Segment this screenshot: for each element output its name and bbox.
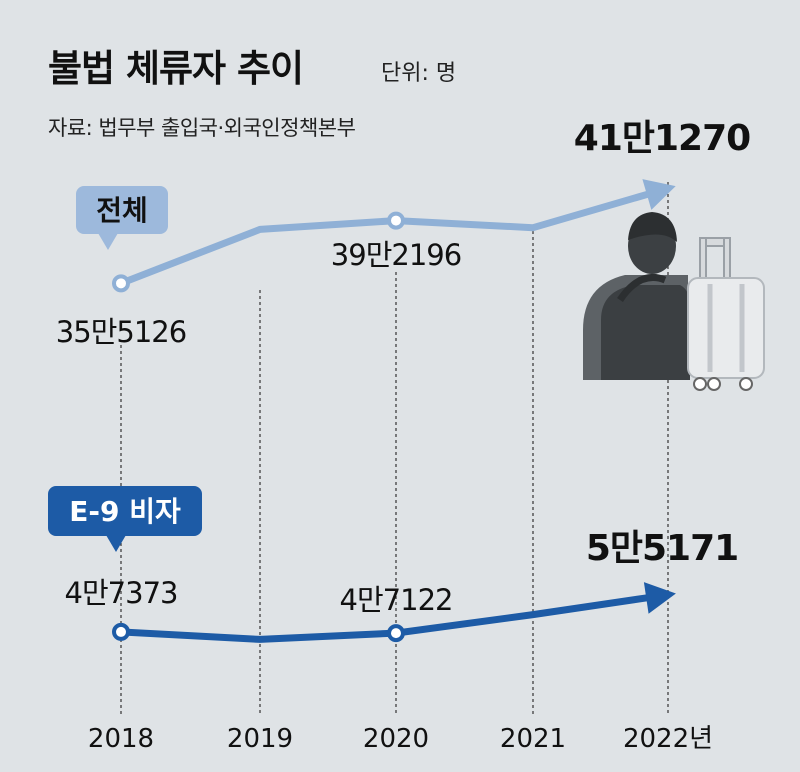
data-label: 4만7122 (340, 583, 453, 617)
x-tick-label: 2021 (500, 724, 566, 754)
data-point (112, 622, 130, 641)
data-label: 41만1270 (574, 118, 750, 159)
page-title: 불법 체류자 추이 (48, 47, 304, 90)
legend-label: E-9 비자 (69, 495, 181, 528)
legend-badge-pointer (106, 535, 126, 552)
x-tick-label: 2022년 (623, 724, 713, 754)
x-tick-label: 2018 (88, 724, 154, 754)
data-point (112, 274, 130, 293)
source-note: 자료: 법무부 출입국·외국인정책본부 (48, 116, 356, 140)
data-point (387, 624, 405, 643)
data-label: 5만5171 (586, 528, 738, 569)
unit-label: 단위: 명 (381, 61, 457, 86)
x-tick-label: 2020 (363, 724, 429, 754)
legend-badge-pointer (98, 233, 118, 250)
x-tick-label: 2019 (227, 724, 293, 754)
data-point (387, 211, 405, 230)
series-arrowhead (642, 179, 676, 210)
legend-badge-box (48, 486, 202, 536)
data-label: 39만2196 (331, 238, 461, 272)
legend-label: 전체 (96, 194, 148, 227)
data-label: 35만5126 (56, 315, 186, 349)
legend-badge-box (76, 186, 168, 234)
legend-badge: E-9 비자 (48, 486, 202, 552)
legend-badge: 전체 (76, 186, 168, 250)
traveler-with-suitcase-icon (583, 212, 765, 391)
data-label: 4만7373 (65, 576, 178, 610)
series-arrowhead (643, 582, 676, 614)
